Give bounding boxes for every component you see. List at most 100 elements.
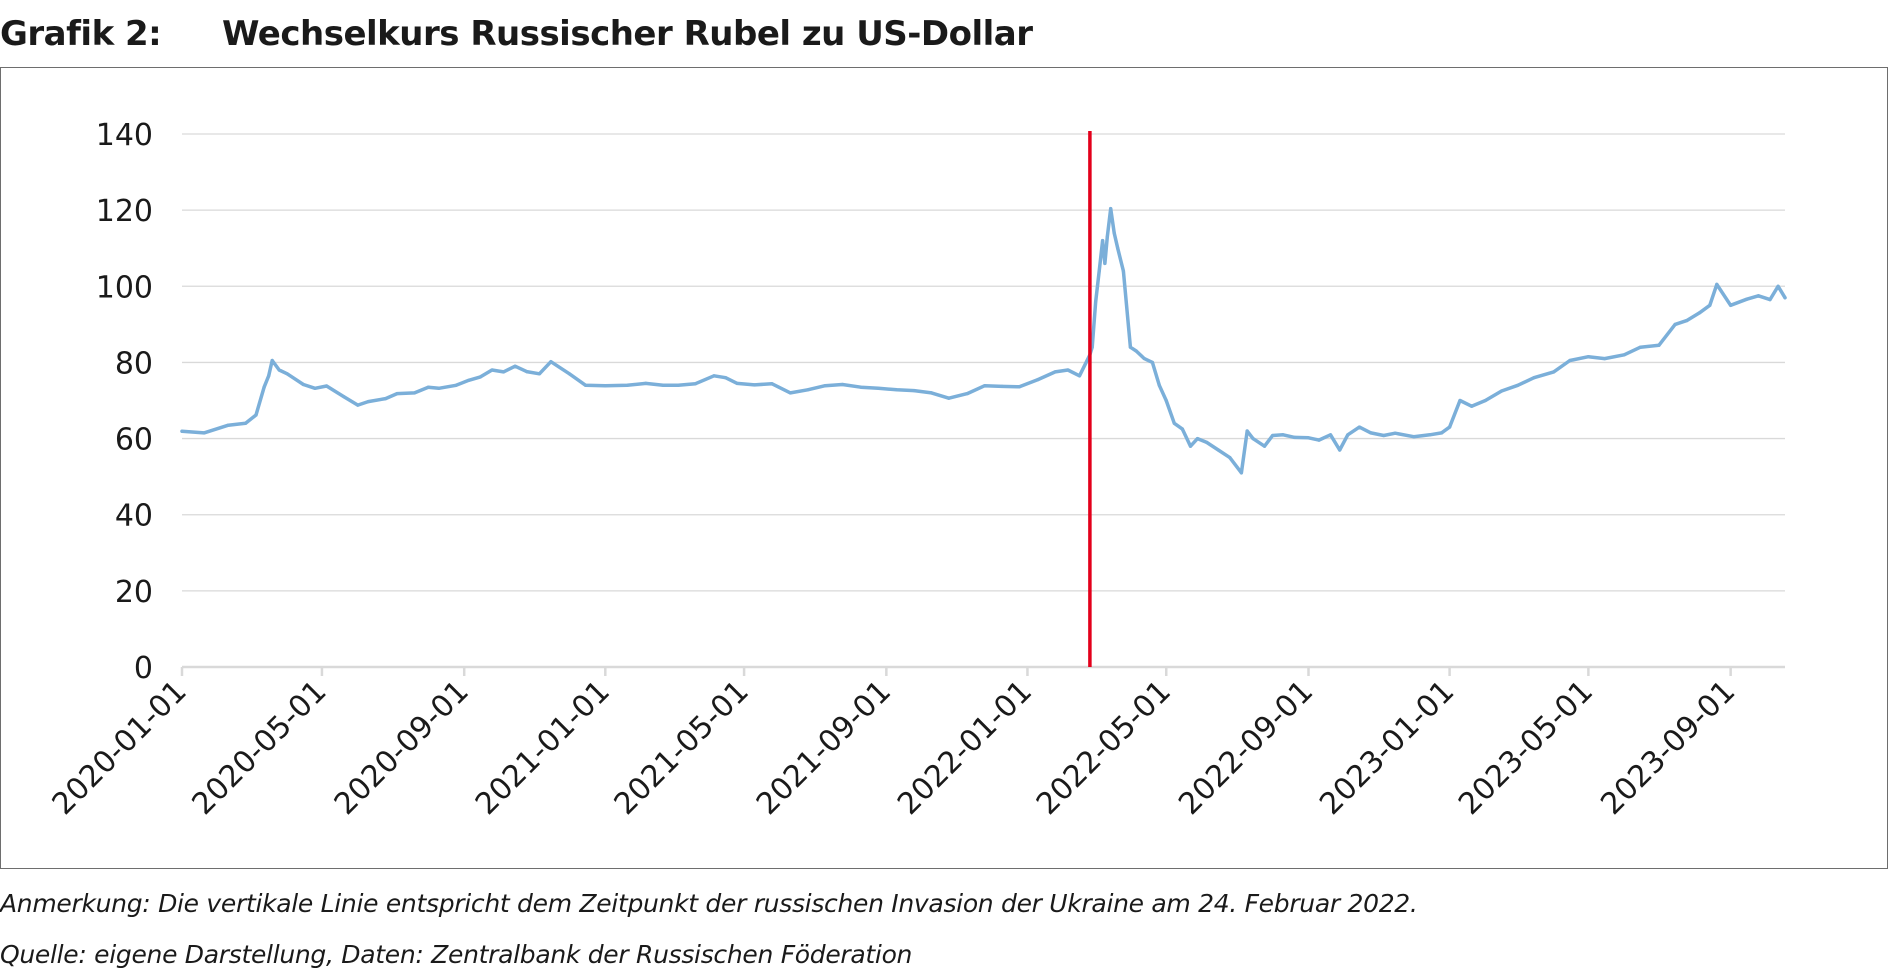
chart-frame: 0 20 40 60 80 100 120 140 2020-01-01 2020-05-01 2…	[0, 67, 1888, 869]
data-point	[254, 413, 258, 417]
data-point	[788, 391, 793, 395]
data-point	[1195, 437, 1200, 441]
data-point	[1317, 438, 1321, 442]
data-point	[226, 423, 230, 427]
data-point	[625, 383, 629, 387]
data-point	[313, 386, 317, 390]
data-point	[437, 386, 441, 390]
x-tick-label: 2023-01-01	[1313, 674, 1461, 822]
data-point	[1500, 389, 1504, 393]
data-point	[1638, 345, 1642, 349]
y-tick-label: 40	[115, 499, 153, 534]
gridlines	[182, 133, 1785, 592]
data-point	[356, 403, 360, 407]
data-point	[1673, 322, 1677, 326]
data-point	[1586, 355, 1590, 359]
data-point	[1281, 433, 1285, 437]
data-point	[965, 392, 969, 396]
y-tick-label: 120	[96, 194, 153, 229]
data-point	[202, 431, 206, 435]
data-point	[1776, 284, 1780, 288]
footnote-source: Quelle: eigene Darstellung, Daten: Zentr…	[0, 940, 913, 969]
x-tick-label: 2020-01-01	[46, 674, 194, 822]
x-tick-label: 2023-09-01	[1594, 674, 1742, 822]
figure-label: Grafik 2:	[0, 14, 162, 54]
figure-title: Wechselkurs Russischer Rubel zu US-Dolla…	[222, 14, 1033, 54]
series-layer	[180, 206, 1787, 475]
data-point	[693, 382, 698, 386]
data-point	[1157, 383, 1161, 387]
x-tick-label: 2020-09-01	[328, 674, 476, 822]
data-point	[1116, 246, 1120, 250]
y-tick-label: 140	[96, 118, 153, 153]
data-point	[1756, 294, 1760, 298]
x-axis: 2020-01-012020-05-012020-09-012021-01-01…	[46, 665, 1785, 822]
data-point	[1017, 385, 1022, 389]
data-point	[1134, 349, 1138, 353]
data-point	[724, 376, 728, 380]
data-point	[180, 429, 184, 433]
data-point	[1094, 299, 1098, 304]
data-point	[513, 364, 517, 368]
data-point	[1142, 357, 1146, 361]
data-point	[1328, 433, 1333, 437]
data-point	[603, 384, 607, 388]
data-point	[1552, 370, 1556, 374]
data-point	[1103, 261, 1107, 265]
data-point	[1532, 376, 1536, 380]
data-point	[1262, 444, 1267, 448]
data-point	[270, 358, 274, 363]
x-tick-label: 2022-01-01	[891, 674, 1039, 822]
x-tick-label: 2021-05-01	[608, 674, 756, 822]
data-point	[1293, 435, 1297, 439]
data-point	[454, 383, 458, 387]
data-point	[876, 386, 880, 390]
data-point	[661, 383, 665, 387]
data-point	[1369, 431, 1373, 435]
data-point	[384, 397, 388, 401]
data-point	[1685, 319, 1689, 323]
data-point	[537, 372, 542, 376]
data-point	[549, 360, 553, 364]
data-point	[1346, 433, 1350, 437]
data-point	[1657, 343, 1661, 347]
x-tick-label: 2021-01-01	[469, 674, 617, 822]
data-point	[1768, 298, 1772, 302]
data-point	[525, 370, 529, 374]
data-point	[1439, 431, 1444, 435]
x-tick-label: 2020-05-01	[186, 674, 334, 822]
data-point	[1150, 360, 1154, 364]
x-tick-label: 2021-09-01	[750, 674, 898, 822]
data-point	[859, 385, 863, 389]
data-point	[1109, 207, 1113, 211]
data-point	[426, 385, 430, 389]
x-tick-label: 2023-05-01	[1452, 674, 1600, 822]
data-point	[1188, 444, 1193, 448]
data-point	[1077, 374, 1082, 378]
y-tick-label: 20	[115, 575, 153, 610]
chart-heading: Grafik 2: Wechselkurs Russischer Rubel z…	[0, 4, 1890, 64]
data-point	[490, 368, 494, 372]
data-point	[1216, 448, 1220, 452]
data-point	[412, 391, 417, 395]
data-point	[770, 382, 774, 386]
series-line	[180, 206, 1787, 475]
data-point	[1101, 239, 1105, 243]
data-point	[1121, 269, 1125, 273]
data-point	[1622, 353, 1626, 357]
data-point	[1382, 433, 1386, 438]
data-point	[1470, 404, 1474, 408]
data-point	[1715, 282, 1719, 286]
data-point	[929, 391, 934, 395]
data-point	[567, 372, 572, 376]
data-point	[1245, 429, 1249, 433]
data-point	[1338, 448, 1342, 452]
data-point	[947, 396, 951, 400]
y-tick-label: 0	[134, 651, 153, 686]
data-point	[1097, 269, 1101, 273]
data-point	[1228, 456, 1232, 460]
data-point	[1745, 297, 1749, 301]
data-point	[1697, 311, 1701, 315]
data-point	[325, 384, 329, 388]
